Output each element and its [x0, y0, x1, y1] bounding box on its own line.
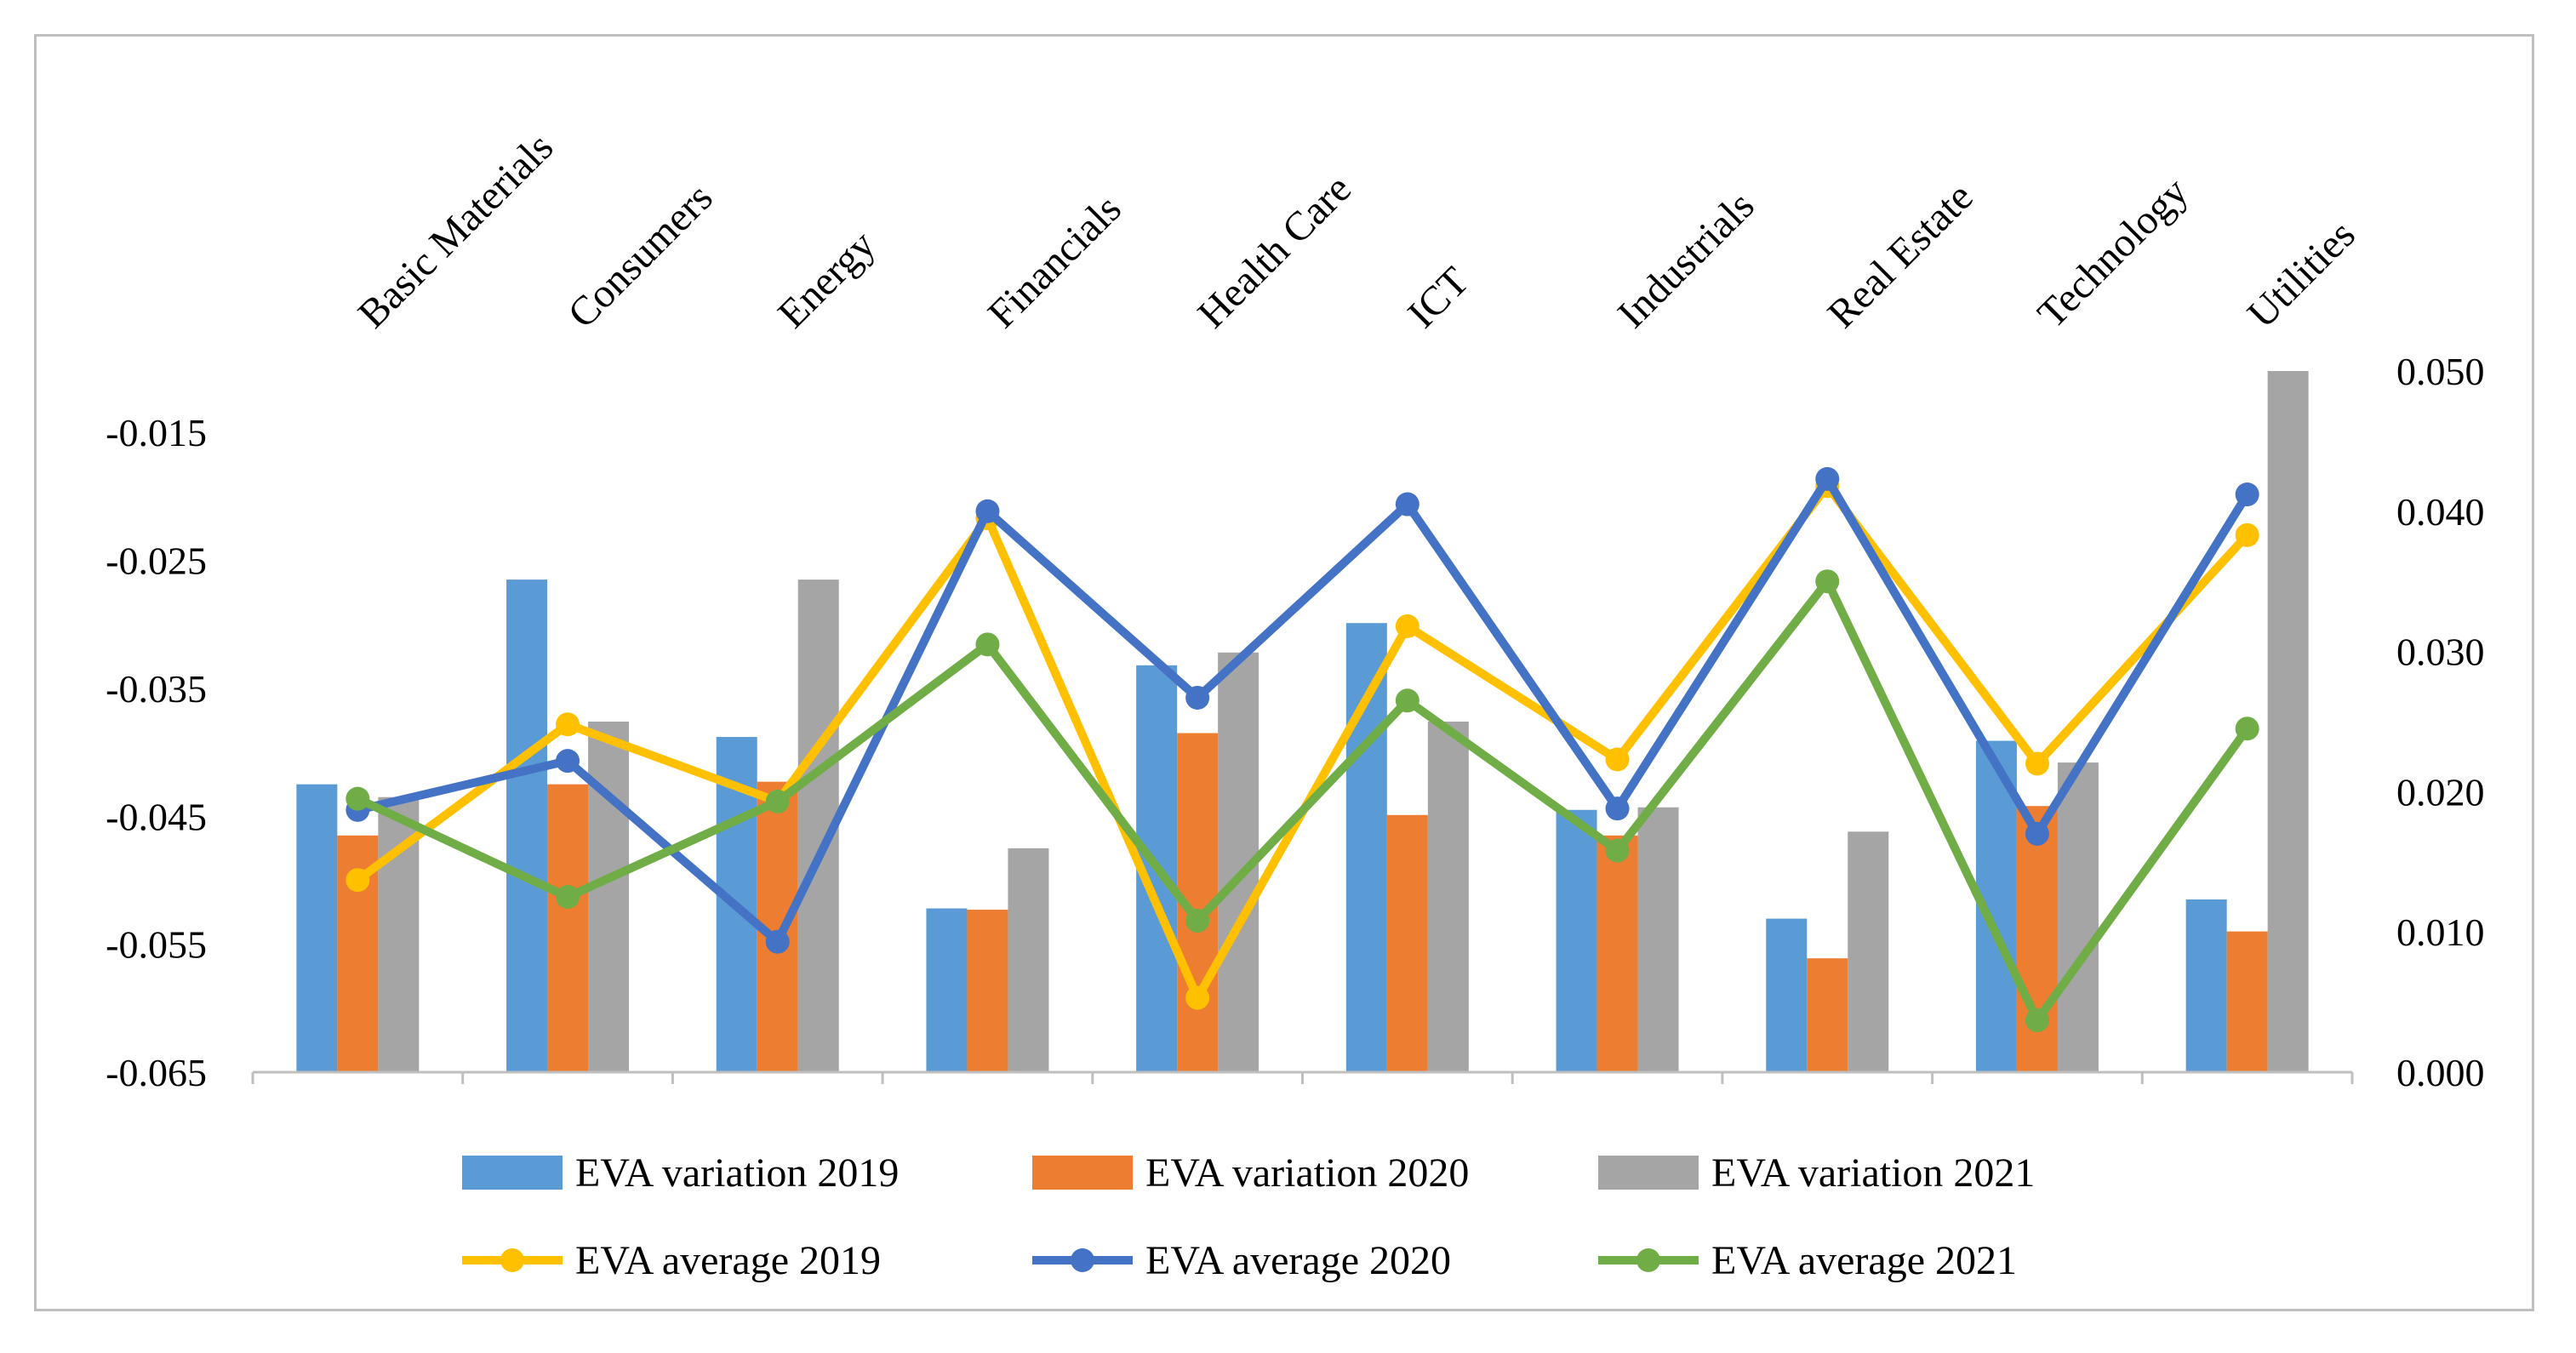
y-left-tick-label: -0.025: [106, 539, 207, 583]
category-label-basic-materials: Basic Materials: [350, 124, 563, 337]
point-eva-average-2020-industrials: [1605, 796, 1630, 821]
y-right-tick-label: 0.040: [2396, 490, 2485, 534]
point-eva-average-2019-technology: [2025, 751, 2049, 776]
point-eva-average-2020-utilities: [2235, 482, 2259, 507]
y-right-tick-label: 0.050: [2396, 350, 2485, 393]
legend-label-eva-average-2021: EVA average 2021: [1711, 1238, 2017, 1283]
category-label-financials: Financials: [980, 186, 1130, 337]
bar-eva-variation-2021-technology: [2057, 762, 2099, 1072]
point-eva-average-2020-energy: [765, 929, 790, 954]
bar-eva-variation-2020-utilities: [2226, 931, 2268, 1072]
legend-label-eva-average-2019: EVA average 2019: [575, 1238, 881, 1283]
bar-eva-variation-2021-utilities: [2267, 371, 2309, 1072]
bar-eva-variation-2021-consumers: [588, 722, 630, 1072]
y-right-tick-label: 0.020: [2396, 770, 2485, 814]
point-eva-average-2020-health-care: [1185, 685, 1210, 710]
y-left-tick-label: -0.055: [106, 923, 207, 967]
legend-marker-eva-average-2020: [1071, 1248, 1094, 1272]
chart-frame: -0.065 -0.055 -0.045 -0.035 -0.025 -0.015 0.00…: [34, 34, 2534, 1311]
point-eva-average-2020-technology: [2025, 821, 2049, 846]
y-right-tick-label: 0.030: [2396, 631, 2485, 674]
point-eva-average-2019-ict: [1395, 614, 1419, 638]
point-eva-average-2020-ict: [1395, 492, 1419, 517]
point-eva-average-2019-health-care: [1185, 985, 1210, 1010]
y-left-tick-label: -0.035: [106, 667, 207, 711]
bar-eva-variation-2021-industrials: [1637, 807, 1679, 1072]
legend-label-eva-variation-2021: EVA variation 2021: [1711, 1150, 2035, 1196]
legend-label-eva-variation-2019: EVA variation 2019: [575, 1150, 899, 1196]
bar-eva-variation-2020-technology: [2016, 806, 2058, 1072]
category-label-technology: Technology: [2029, 169, 2196, 337]
legend-swatch-eva-variation-2020: [1032, 1156, 1133, 1190]
point-eva-average-2021-financials: [975, 632, 1000, 657]
bar-eva-variation-2019-real-estate: [1766, 918, 1808, 1072]
line-eva-average-2021: [353, 577, 2252, 1025]
bar-eva-variation-2020-ict: [1386, 814, 1428, 1072]
point-eva-average-2020-real-estate: [1815, 466, 1840, 491]
legend-marker-eva-average-2019: [500, 1248, 524, 1272]
bar-eva-variation-2020-real-estate: [1807, 958, 1848, 1072]
bar-eva-variation-2019-industrials: [1556, 809, 1597, 1072]
point-eva-average-2021-technology: [2025, 1008, 2049, 1033]
legend-label-eva-variation-2020: EVA variation 2020: [1145, 1150, 1469, 1196]
bar-eva-variation-2021-ict: [1427, 722, 1469, 1072]
bar-eva-variation-2019-consumers: [506, 579, 548, 1072]
point-eva-average-2021-ict: [1395, 688, 1419, 713]
category-label-real-estate: Real Estate: [1819, 174, 1982, 337]
legend-swatch-eva-variation-2019: [462, 1156, 563, 1190]
point-eva-average-2021-industrials: [1605, 838, 1630, 863]
y-right-tick-label: 0.010: [2396, 911, 2485, 954]
category-label-ict: ICT: [1399, 259, 1477, 337]
point-eva-average-2020-consumers: [556, 749, 580, 774]
bar-eva-variation-2021-financials: [1008, 848, 1049, 1072]
y-left-tick-label: -0.015: [106, 411, 207, 454]
y-left-tick-label: -0.065: [106, 1051, 207, 1094]
bar-eva-variation-2019-utilities: [2185, 899, 2227, 1072]
point-eva-average-2019-basic-materials: [346, 868, 370, 893]
line-eva-average-2019: [353, 482, 2252, 1002]
bar-eva-variation-2020-consumers: [547, 784, 589, 1072]
bar-eva-variation-2020-industrials: [1596, 835, 1638, 1072]
category-label-health-care: Health Care: [1189, 166, 1360, 337]
y-left-tick-label: -0.045: [106, 795, 207, 838]
point-eva-average-2020-financials: [975, 499, 1000, 523]
category-label-utilities: Utilities: [2239, 212, 2364, 337]
category-label-energy: Energy: [769, 222, 884, 337]
point-eva-average-2021-real-estate: [1815, 569, 1840, 594]
point-eva-average-2021-utilities: [2235, 716, 2259, 741]
point-eva-average-2019-industrials: [1605, 747, 1630, 772]
bar-eva-variation-2019-financials: [926, 908, 968, 1072]
bar-eva-variation-2020-financials: [967, 910, 1008, 1072]
bar-eva-variation-2021-real-estate: [1848, 831, 1889, 1072]
chart-svg: -0.065 -0.055 -0.045 -0.035 -0.025 -0.015 0.00…: [106, 124, 2485, 1283]
category-label-consumers: Consumers: [559, 175, 721, 337]
point-eva-average-2021-energy: [765, 789, 790, 814]
y-right-tick-label: 0.000: [2396, 1051, 2485, 1094]
point-eva-average-2019-consumers: [556, 712, 580, 737]
legend-swatch-eva-variation-2021: [1598, 1156, 1699, 1190]
point-eva-average-2021-consumers: [556, 885, 580, 909]
point-eva-average-2021-basic-materials: [346, 786, 370, 811]
legend-label-eva-average-2020: EVA average 2020: [1145, 1238, 1451, 1283]
legend-marker-eva-average-2021: [1636, 1248, 1660, 1272]
bar-eva-variation-2019-basic-materials: [296, 784, 338, 1072]
point-eva-average-2021-health-care: [1185, 909, 1210, 933]
point-eva-average-2019-utilities: [2235, 522, 2259, 547]
category-label-industrials: Industrials: [1609, 183, 1763, 337]
